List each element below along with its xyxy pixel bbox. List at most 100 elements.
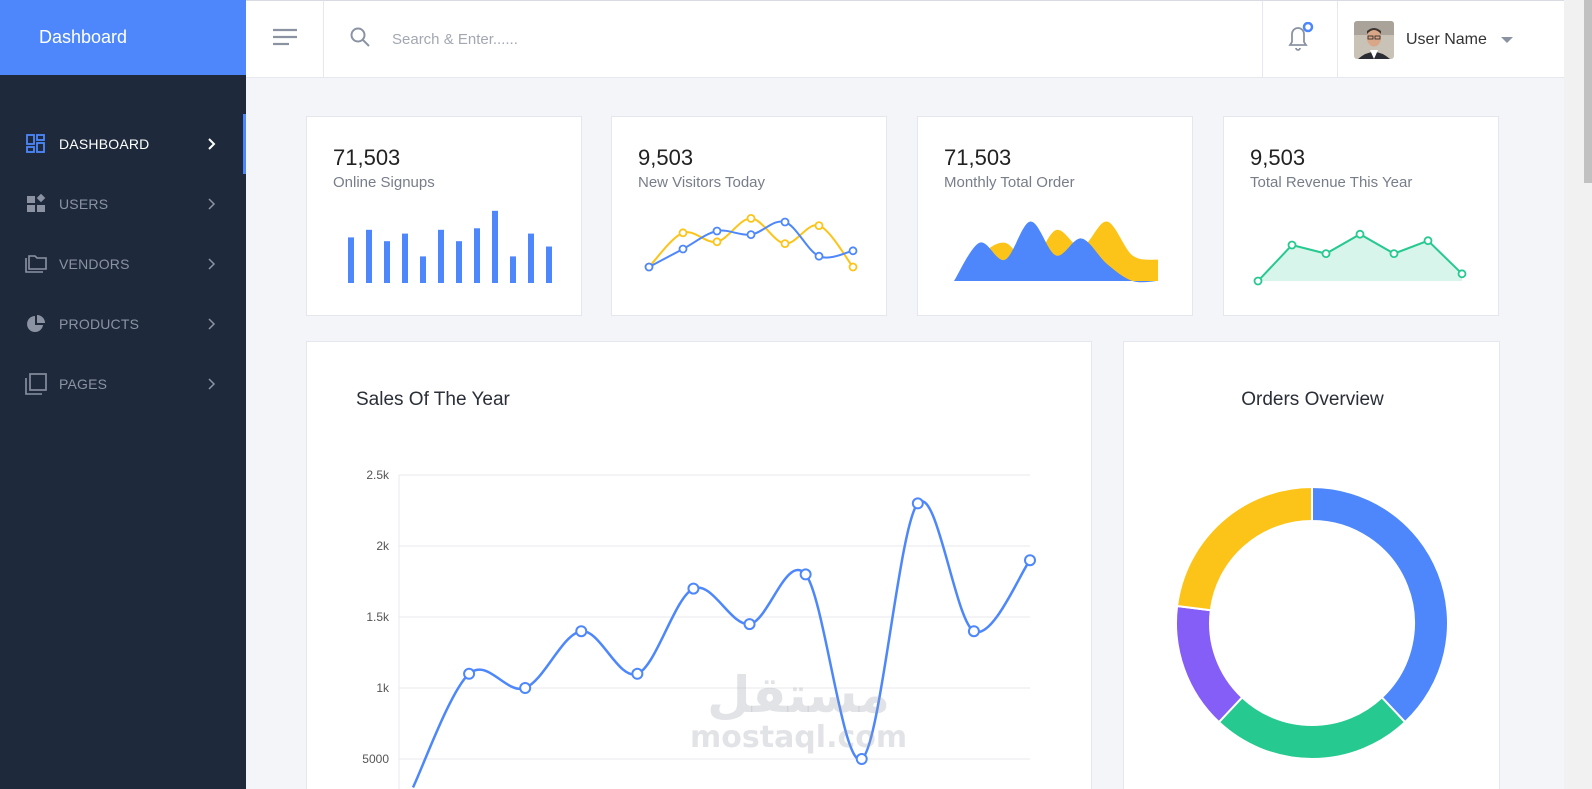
sidebar-item-vendors[interactable]: VENDORS bbox=[0, 234, 246, 294]
orders-area-sparkline bbox=[954, 221, 1158, 283]
signups-bar bbox=[456, 241, 462, 283]
donut-slice bbox=[1311, 485, 1449, 724]
revenue-area-fill bbox=[1258, 234, 1462, 281]
visitors-data-point bbox=[848, 246, 858, 256]
top-header: User Name bbox=[246, 0, 1564, 78]
sales-data-point bbox=[631, 667, 644, 680]
sales-data-point bbox=[967, 625, 980, 638]
sidebar-item-products[interactable]: PRODUCTS bbox=[0, 294, 246, 354]
revenue-data-point bbox=[1457, 269, 1467, 279]
stat-label: New Visitors Today bbox=[638, 174, 766, 191]
signups-bar bbox=[402, 233, 408, 283]
visitors-data-point bbox=[814, 221, 824, 231]
users-icon bbox=[25, 193, 47, 215]
y-tick-label: 1.5k bbox=[366, 610, 390, 624]
sidebar-item-label: DASHBOARD bbox=[59, 136, 150, 152]
signups-bar bbox=[384, 241, 390, 283]
hamburger-menu-button[interactable] bbox=[246, 1, 324, 78]
sidebar-item-users[interactable]: USERS bbox=[0, 174, 246, 234]
sales-data-point bbox=[799, 568, 812, 581]
chevron-right-icon bbox=[206, 138, 218, 150]
revenue-data-point bbox=[1287, 240, 1297, 250]
signups-bar-sparkline bbox=[348, 210, 552, 283]
sidebar-item-pages[interactable]: PAGES bbox=[0, 354, 246, 414]
search-icon[interactable] bbox=[350, 27, 370, 52]
search-bar bbox=[324, 1, 1262, 78]
sales-data-point bbox=[911, 497, 924, 510]
sidebar-nav: DASHBOARD USERS VENDORS bbox=[0, 114, 246, 414]
sales-data-point bbox=[519, 682, 532, 694]
products-icon bbox=[25, 313, 47, 335]
sidebar-item-label: PRODUCTS bbox=[59, 316, 140, 332]
sales-panel: Sales Of The Year 5000 1k 1.5k 2k 2.5k bbox=[306, 341, 1092, 789]
caret-down-icon bbox=[1500, 31, 1513, 49]
sales-line-chart: 5000 1k 1.5k 2k 2.5k bbox=[362, 468, 1036, 789]
visitors-data-point bbox=[712, 237, 722, 247]
user-menu[interactable]: User Name bbox=[1354, 1, 1513, 78]
visitors-data-point bbox=[780, 217, 790, 227]
sales-panel-title: Sales Of The Year bbox=[356, 389, 510, 410]
stat-card-monthly-order: 71,503 Monthly Total Order bbox=[917, 116, 1193, 316]
sidebar-item-label: PAGES bbox=[59, 376, 108, 392]
stat-value: 9,503 bbox=[1250, 145, 1306, 170]
sales-data-point bbox=[1024, 554, 1036, 567]
orders-area bbox=[954, 221, 1158, 283]
page-scrollbar[interactable] bbox=[1564, 0, 1592, 789]
orders-panel: Orders Overview bbox=[1123, 341, 1500, 789]
y-tick-label: 2k bbox=[376, 539, 390, 553]
sales-data-point bbox=[687, 582, 700, 595]
notification-button[interactable] bbox=[1262, 1, 1338, 78]
donut-slice bbox=[1175, 485, 1313, 612]
brand-title: Dashboard bbox=[39, 27, 128, 47]
revenue-data-point bbox=[1389, 249, 1399, 259]
signups-bar bbox=[546, 246, 552, 283]
visitors-data-point bbox=[746, 230, 756, 240]
orders-donut-chart bbox=[1175, 485, 1449, 760]
signups-bar bbox=[366, 229, 372, 283]
visitors-data-point bbox=[712, 226, 722, 236]
search-input[interactable] bbox=[392, 31, 992, 48]
signups-bar bbox=[492, 210, 498, 283]
signups-bar bbox=[474, 228, 480, 283]
signups-bar bbox=[438, 229, 444, 283]
stat-label: Online Signups bbox=[333, 174, 435, 191]
avatar bbox=[1354, 20, 1394, 59]
sales-data-point bbox=[575, 625, 588, 638]
hamburger-icon bbox=[272, 28, 297, 51]
sidebar-item-dashboard[interactable]: DASHBOARD bbox=[0, 114, 246, 174]
user-name: User Name bbox=[1406, 30, 1487, 48]
sales-data-point bbox=[463, 667, 476, 680]
stat-card-new-visitors: 9,503 New Visitors Today bbox=[611, 116, 887, 316]
revenue-data-point bbox=[1355, 229, 1365, 239]
stat-card-total-revenue: 9,503 Total Revenue This Year bbox=[1223, 116, 1499, 316]
sidebar: Dashboard DASHBOARD USERS VENDORS bbox=[0, 0, 246, 789]
revenue-area-sparkline bbox=[1253, 229, 1467, 286]
stat-card-online-signups: 71,503 Online Signups bbox=[306, 116, 582, 316]
signups-bar bbox=[510, 256, 516, 283]
revenue-data-point bbox=[1253, 276, 1263, 286]
chevron-right-icon bbox=[206, 378, 218, 390]
y-tick-label: 1k bbox=[376, 681, 390, 695]
visitors-data-point bbox=[848, 262, 858, 272]
visitors-data-point bbox=[746, 213, 756, 223]
sales-series-line bbox=[411, 499, 1032, 788]
sidebar-item-label: VENDORS bbox=[59, 256, 130, 272]
pages-icon bbox=[25, 373, 47, 395]
scrollbar-thumb[interactable] bbox=[1584, 0, 1592, 183]
visitors-data-point bbox=[678, 244, 688, 254]
sales-data-point bbox=[743, 618, 756, 631]
orders-panel-title: Orders Overview bbox=[1241, 389, 1384, 410]
visitors-data-point bbox=[678, 228, 688, 238]
revenue-data-point bbox=[1321, 249, 1331, 259]
vendors-icon bbox=[25, 253, 47, 275]
chevron-right-icon bbox=[206, 258, 218, 270]
sales-data-point bbox=[855, 753, 868, 765]
chevron-right-icon bbox=[206, 198, 218, 210]
brand-logo[interactable]: Dashboard bbox=[0, 0, 246, 75]
visitors-data-point bbox=[780, 239, 790, 248]
donut-slice bbox=[1175, 604, 1244, 724]
stat-label: Monthly Total Order bbox=[944, 174, 1075, 191]
visitors-data-point bbox=[644, 262, 654, 272]
chevron-right-icon bbox=[206, 318, 218, 330]
stat-value: 9,503 bbox=[638, 145, 694, 170]
